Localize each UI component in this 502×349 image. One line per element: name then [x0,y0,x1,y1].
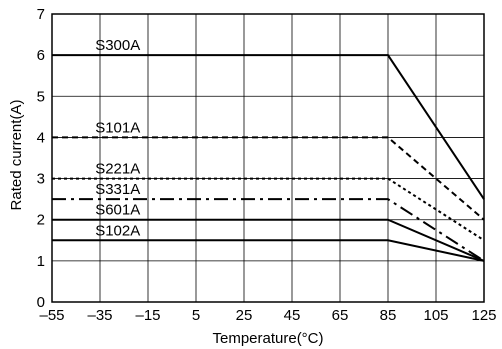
series-line-s300a [52,54,485,200]
y-tick-label: 3 [37,171,45,188]
series-label-s601a: S601A [95,202,140,219]
y-tick-label: 0 [37,294,45,311]
series-label-s101a: S101A [95,119,140,136]
x-axis-title: Temperature(°C) [212,330,323,347]
x-tick-label: 5 [192,307,200,324]
series-lines [52,54,485,262]
series-line-s101a [52,136,485,221]
y-tick-labels: 0 1 2 3 4 5 6 7 [37,6,45,311]
x-tick-label: 125 [471,307,496,324]
series-labels: S300A S101A S221A S331A S601A S102A [95,37,140,239]
y-axis-title: Rated current(A) [8,100,25,211]
series-label-s221a: S221A [95,161,140,178]
y-tick-label: 1 [37,253,45,270]
y-tick-label: 7 [37,6,45,23]
x-tick-label: 65 [332,307,349,324]
y-tick-label: 2 [37,212,45,229]
x-tick-label: 85 [380,307,397,324]
y-tick-label: 5 [37,88,45,105]
series-line-s601a [52,218,485,262]
x-tick-label: 105 [423,307,448,324]
series-label-s331a: S331A [95,181,140,198]
y-tick-label: 4 [37,129,45,146]
series-label-s102a: S102A [95,222,140,239]
series-line-s331a [52,198,485,262]
series-line-s221a [52,177,485,242]
series-label-s300a: S300A [95,37,140,54]
series-line-s102a [52,239,485,262]
plot-frame [51,13,485,303]
x-tick-label: 25 [236,307,253,324]
grid [51,13,485,303]
y-tick-label: 6 [37,47,45,64]
x-tick-labels: –55 –35 –15 5 25 45 65 85 105 125 [39,307,496,324]
x-tick-label: –35 [87,307,112,324]
x-tick-label: 45 [284,307,301,324]
x-tick-label: –15 [135,307,160,324]
x-tick-label: –55 [39,307,64,324]
